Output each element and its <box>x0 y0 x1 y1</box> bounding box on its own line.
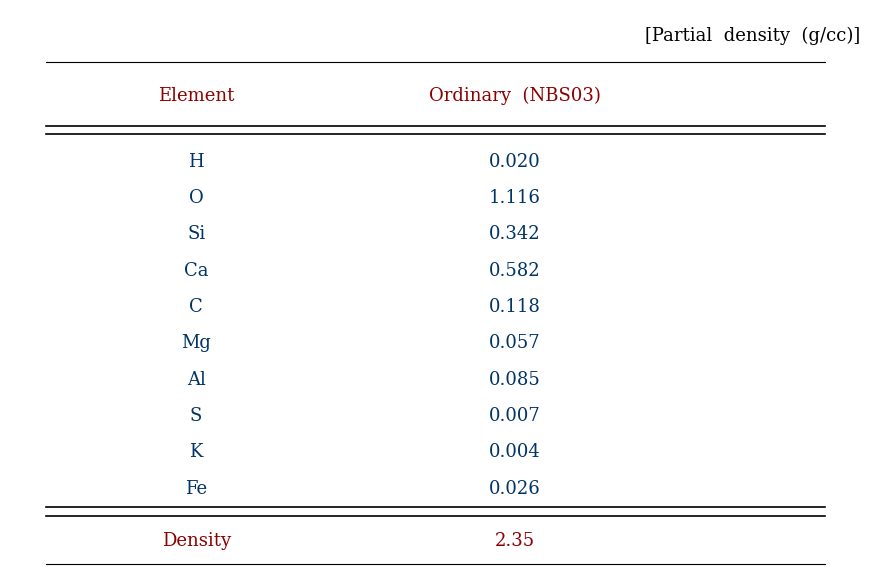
Text: Element: Element <box>158 87 234 105</box>
Text: Si: Si <box>187 225 205 244</box>
Text: O: O <box>189 189 203 207</box>
Text: 0.004: 0.004 <box>489 444 541 461</box>
Text: K: K <box>189 444 202 461</box>
Text: 0.085: 0.085 <box>489 371 541 389</box>
Text: C: C <box>189 298 203 316</box>
Text: Ca: Ca <box>184 262 209 280</box>
Text: 0.007: 0.007 <box>489 407 541 425</box>
Text: Al: Al <box>186 371 206 389</box>
Text: Fe: Fe <box>185 480 207 498</box>
Text: [Partial  density  (g/cc)]: [Partial density (g/cc)] <box>645 27 860 46</box>
Text: Mg: Mg <box>181 335 211 353</box>
Text: 0.026: 0.026 <box>489 480 541 498</box>
Text: H: H <box>188 153 204 170</box>
Text: 0.118: 0.118 <box>489 298 541 316</box>
Text: 0.582: 0.582 <box>489 262 541 280</box>
Text: 1.116: 1.116 <box>489 189 541 207</box>
Text: S: S <box>190 407 202 425</box>
Text: 0.342: 0.342 <box>489 225 541 244</box>
Text: 0.020: 0.020 <box>489 153 541 170</box>
Text: Density: Density <box>162 532 231 550</box>
Text: 0.057: 0.057 <box>489 335 541 353</box>
Text: Ordinary  (NBS03): Ordinary (NBS03) <box>429 87 601 105</box>
Text: 2.35: 2.35 <box>495 532 535 550</box>
